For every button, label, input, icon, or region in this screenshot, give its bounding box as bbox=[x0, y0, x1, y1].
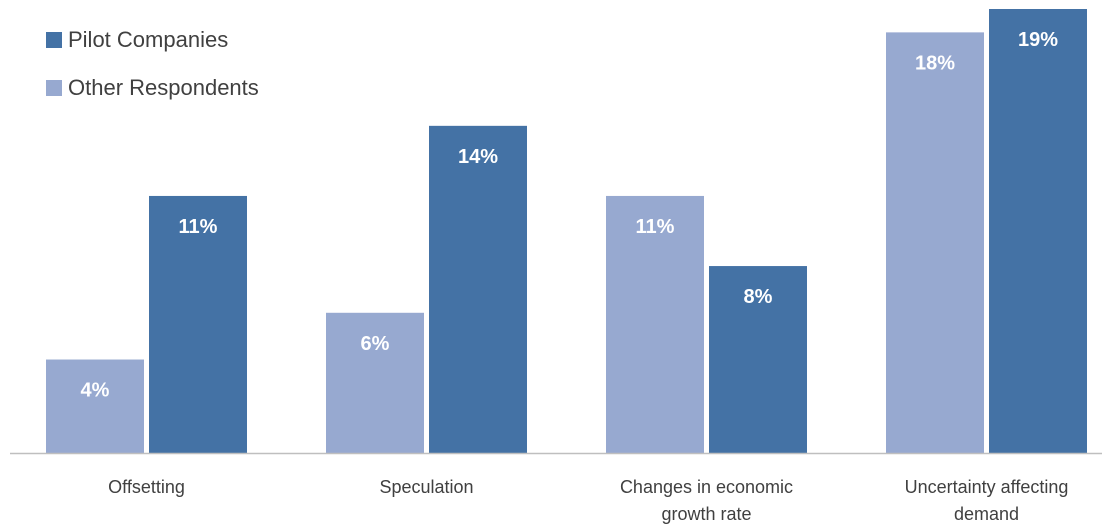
bar-pilot-companies-changes-in-economic-growth-rate bbox=[709, 266, 807, 453]
data-label-other-respondents-uncertainty-affecting-demand: 18% bbox=[915, 52, 955, 74]
x-tick-label-speculation: Speculation bbox=[379, 477, 473, 497]
bar-other-respondents-offsetting bbox=[46, 359, 144, 453]
data-label-pilot-companies-uncertainty-affecting-demand: 19% bbox=[1018, 29, 1058, 51]
data-label-other-respondents-speculation: 6% bbox=[361, 333, 390, 355]
bar-pilot-companies-offsetting bbox=[149, 195, 247, 453]
legend-item-pilot-companies: Pilot Companies bbox=[46, 22, 259, 58]
data-label-pilot-companies-speculation: 14% bbox=[458, 146, 498, 168]
x-tick-label-offsetting: Offsetting bbox=[108, 477, 185, 497]
legend-item-other-respondents: Other Respondents bbox=[46, 70, 259, 106]
legend: Pilot Companies Other Respondents bbox=[46, 22, 259, 118]
x-tick-label-changes-in-economic-growth-rate: Changes in economic growth rate bbox=[620, 477, 793, 524]
bar-other-respondents-changes-in-economic-growth-rate bbox=[606, 195, 704, 453]
x-tick-label-uncertainty-affecting-demand: Uncertainty affecting demand bbox=[905, 477, 1069, 524]
bar-pilot-companies-speculation bbox=[429, 125, 527, 453]
data-label-pilot-companies-offsetting: 11% bbox=[179, 216, 218, 238]
legend-label-other-respondents: Other Respondents bbox=[68, 75, 259, 100]
data-label-other-respondents-offsetting: 4% bbox=[81, 380, 110, 402]
bar-pilot-companies-uncertainty-affecting-demand bbox=[989, 9, 1087, 453]
legend-swatch-pilot-companies bbox=[46, 32, 62, 48]
bar-other-respondents-speculation bbox=[326, 312, 424, 453]
bar-other-respondents-uncertainty-affecting-demand bbox=[886, 32, 984, 454]
data-label-pilot-companies-changes-in-economic-growth-rate: 8% bbox=[744, 286, 773, 308]
data-label-other-respondents-changes-in-economic-growth-rate: 11% bbox=[636, 216, 675, 238]
legend-swatch-other-respondents bbox=[46, 80, 62, 96]
legend-label-pilot-companies: Pilot Companies bbox=[68, 27, 229, 52]
